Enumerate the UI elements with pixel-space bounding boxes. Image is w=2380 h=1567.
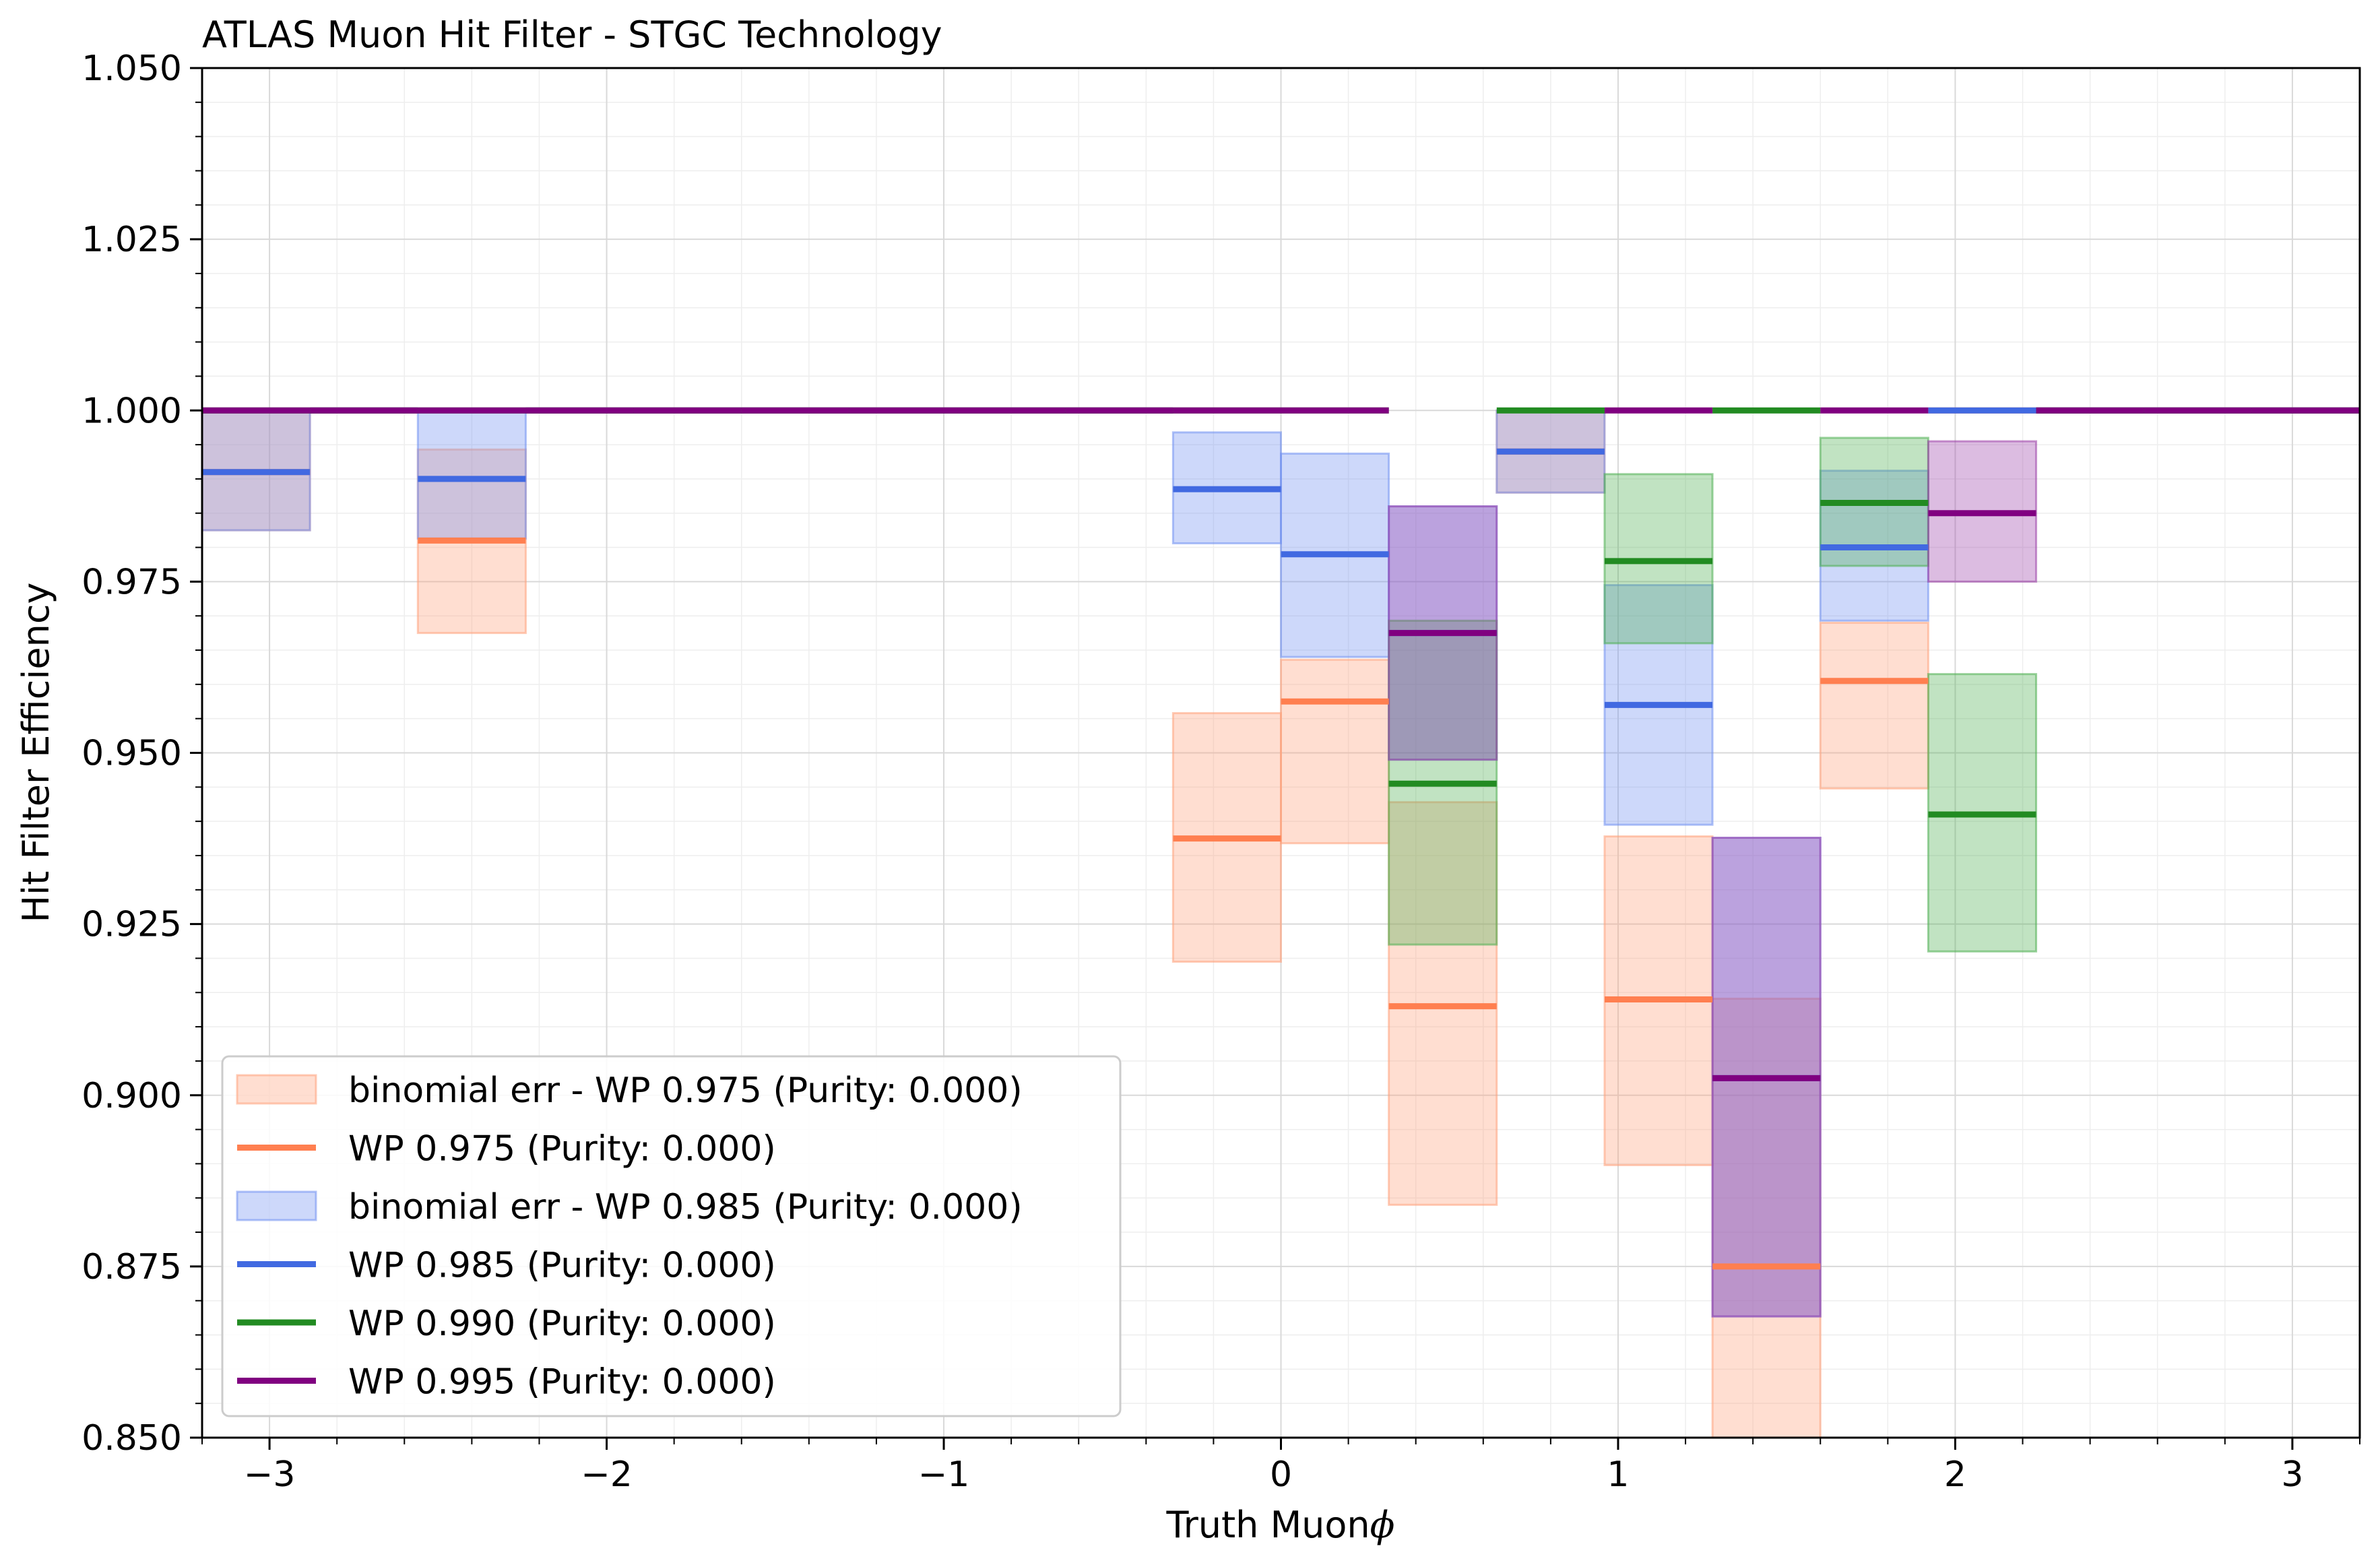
legend-label: binomial err - WP 0.975 (Purity: 0.000) [348,1070,1023,1111]
y-tick-label: 0.950 [82,734,182,774]
x-axis-label-symbol: ϕ [1370,1504,1395,1546]
x-tick-label: 1 [1607,1454,1629,1495]
y-tick-label: 0.925 [82,905,182,945]
y-tick-label: 0.850 [82,1418,182,1459]
y-tick-label: 0.875 [82,1247,182,1287]
x-axis-label: Truth Muonϕ [1166,1504,1395,1546]
error-band-series-1-bin-2 [416,409,527,540]
axis-ticks: −3 −2 −1 0 1 2 3 0.850 0.875 0.900 0.925 0.950 0.975… [82,49,2360,1495]
x-tick-label: −2 [581,1454,633,1495]
error-band-series-0-bin-14 [1711,997,1822,1439]
x-tick-label: 2 [1944,1454,1966,1495]
x-tick-label: 3 [2281,1454,2303,1495]
legend-items: binomial err - WP 0.975 (Purity: 0.000) W… [236,1070,1023,1403]
x-tick-label: 0 [1270,1454,1292,1495]
y-axis-label: Hit Filter Efficiency [15,583,57,923]
plot-area-frame [201,67,2361,1439]
y-tick-label: 1.050 [82,49,182,89]
y-tick-label: 0.975 [82,562,182,602]
chart-title: ATLAS Muon Hit Filter - STGC Technology [202,13,942,56]
legend: binomial err - WP 0.975 (Purity: 0.000) W… [221,1055,1122,1417]
legend-swatch-band [236,1074,317,1105]
y-tick-label: 1.025 [82,220,182,260]
series-lines [202,407,2360,1270]
error-band-series-0-bin-15 [1819,621,1929,790]
legend-box [221,1055,1122,1417]
legend-label: WP 0.995 (Purity: 0.000) [348,1362,776,1403]
x-tick-label: −3 [244,1454,296,1495]
y-tick-label: 1.000 [82,391,182,431]
legend-label: binomial err - WP 0.985 (Purity: 0.000) [348,1187,1023,1227]
legend-label: WP 0.975 (Purity: 0.000) [348,1129,776,1170]
x-axis-label-text: Truth Muon [1166,1504,1370,1546]
y-tick-label: 0.900 [82,1076,182,1116]
error-band-series-0-bin-10 [1280,658,1390,845]
legend-label: WP 0.985 (Purity: 0.000) [348,1246,776,1286]
legend-swatch-band [236,1190,317,1221]
legend-label: WP 0.990 (Purity: 0.000) [348,1304,776,1344]
x-tick-label: −1 [918,1454,970,1495]
